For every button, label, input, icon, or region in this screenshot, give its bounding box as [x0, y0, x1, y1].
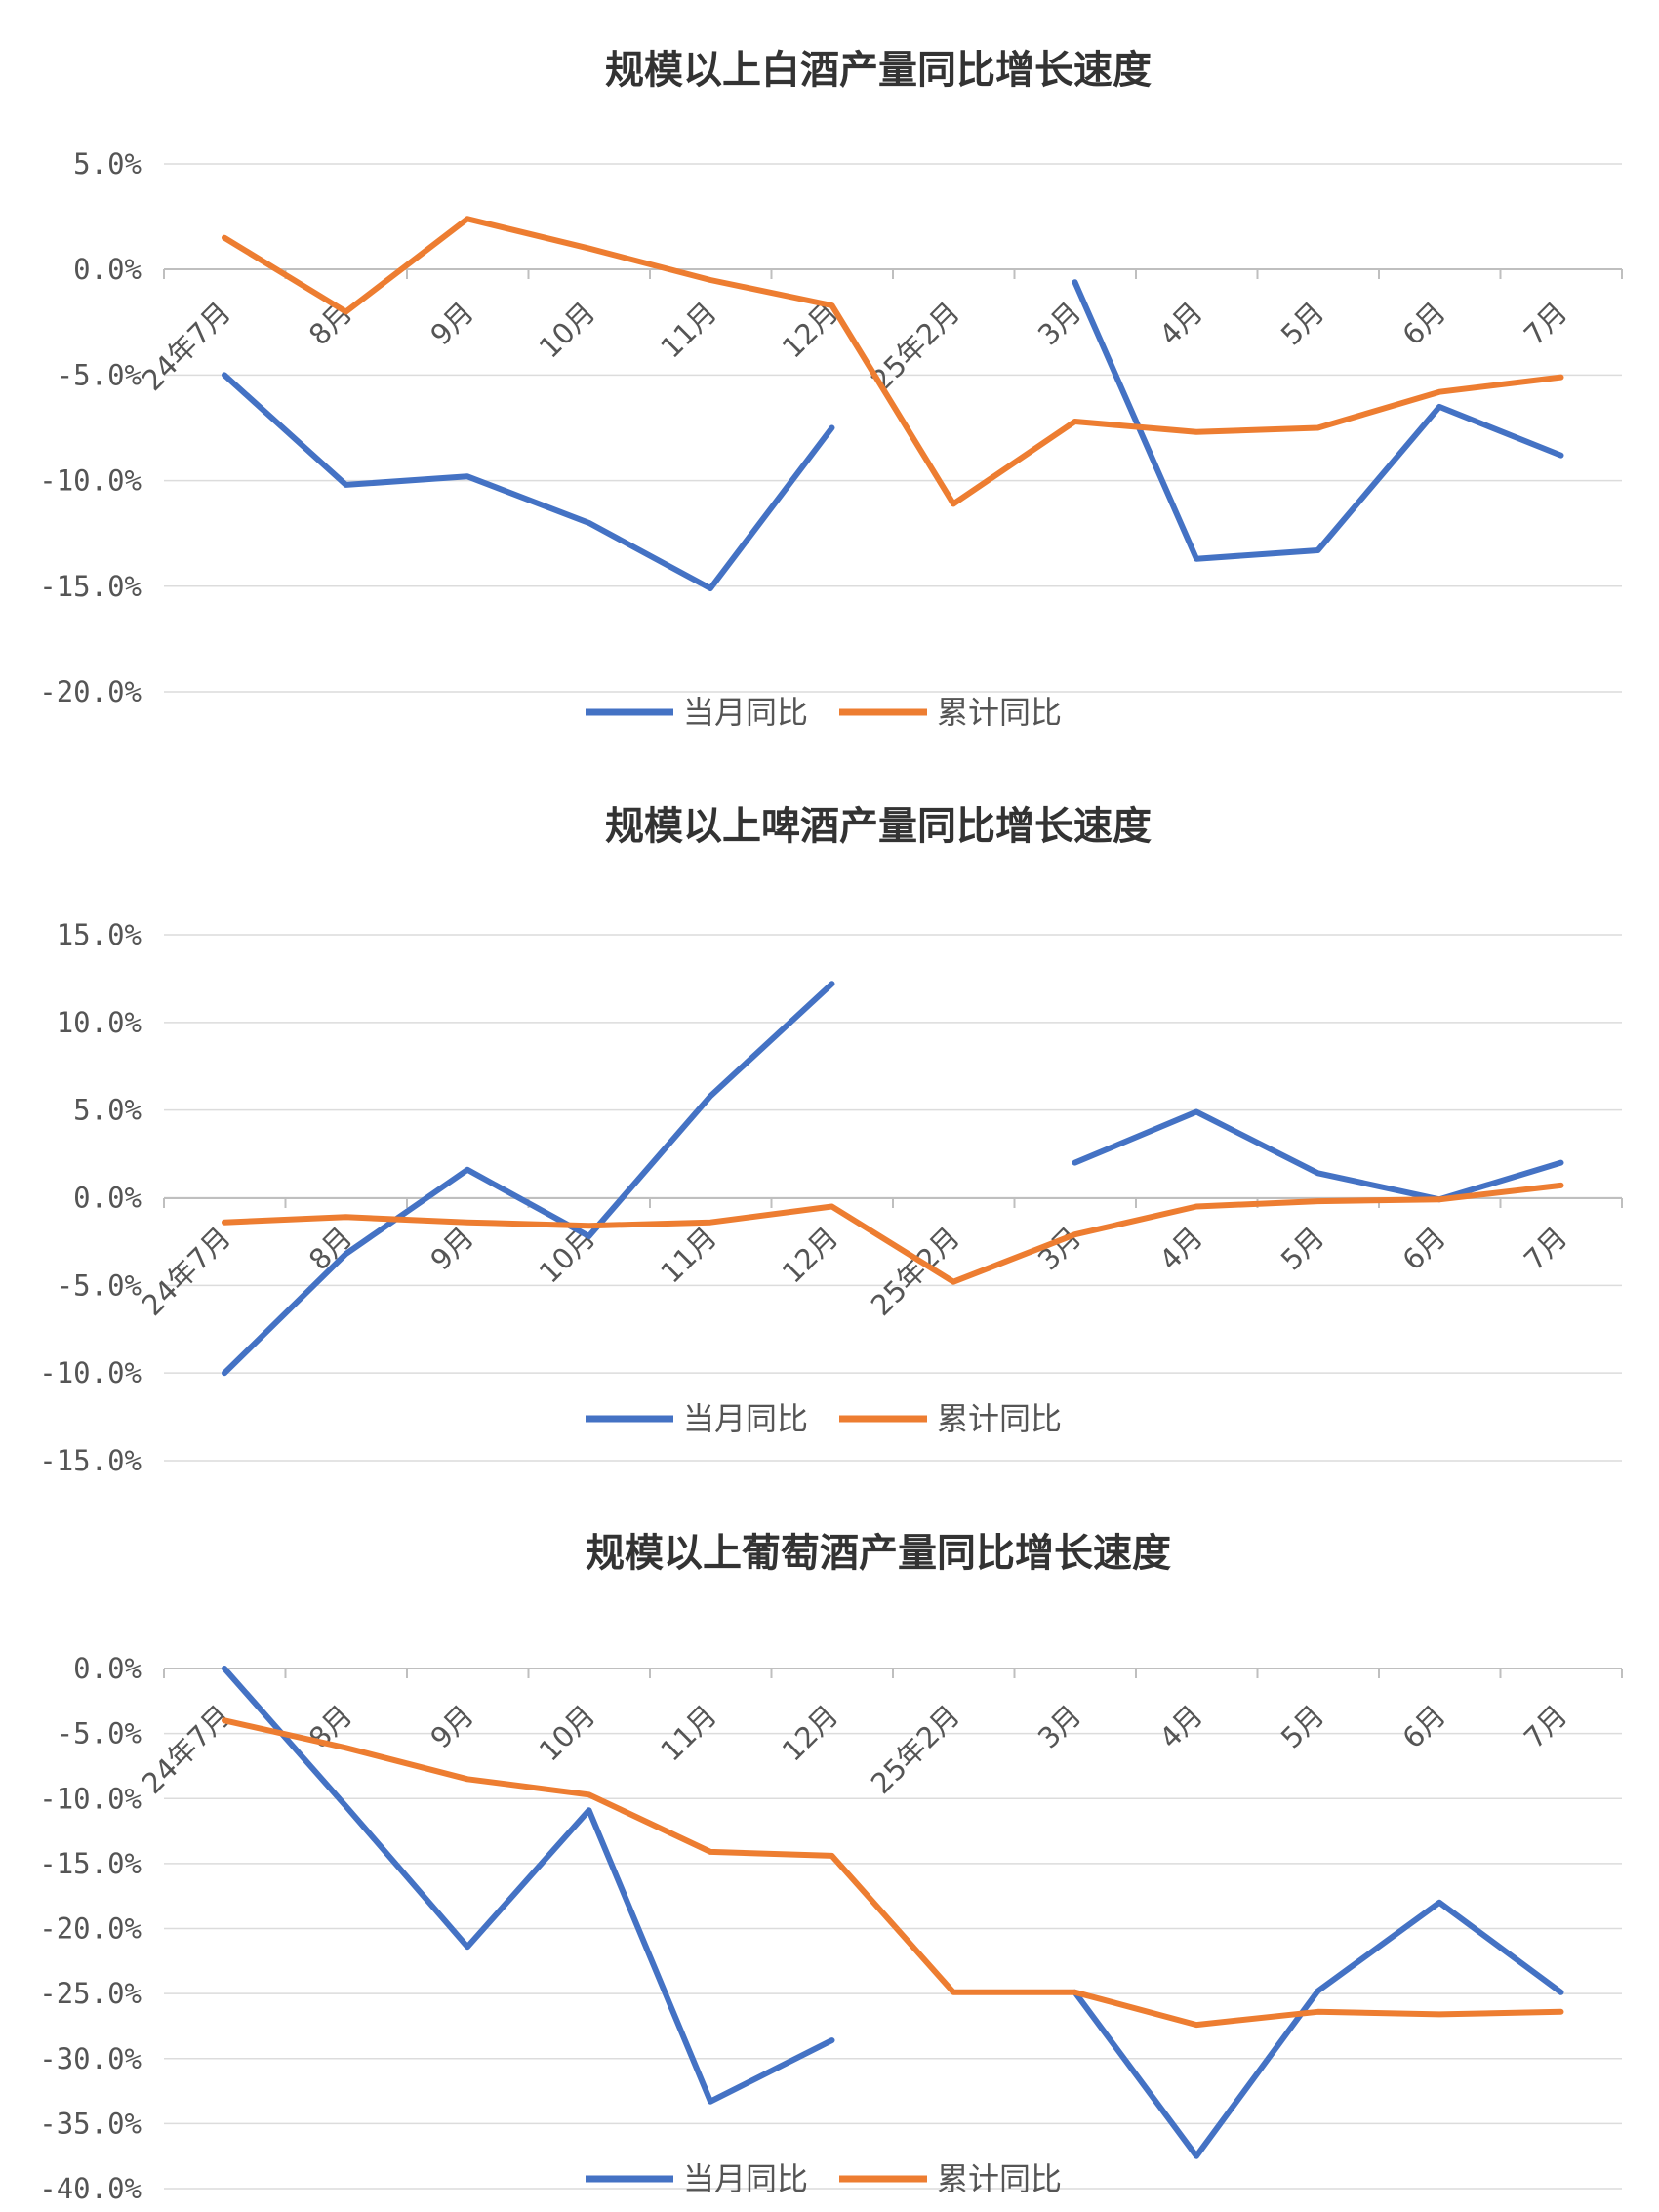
- x-tick-label: 6月: [1396, 1699, 1452, 1755]
- y-tick-label: -10.0%: [39, 1782, 142, 1815]
- series-segment: [222, 1666, 835, 2105]
- x-tick-label: 6月: [1396, 296, 1452, 352]
- chart-title: 规模以上葡萄酒产量同比增长速度: [586, 1531, 1171, 1576]
- x-tick-label: 4月: [1153, 1699, 1209, 1755]
- series-segment: [1072, 279, 1564, 562]
- series-line-2: [222, 1717, 1564, 2029]
- x-tick-label: 9月: [424, 1221, 480, 1277]
- y-tick-label: -15.0%: [39, 570, 142, 603]
- chart-1: 规模以上白酒产量同比增长速度 5.0% 0.0% -5.0% -10.0% -15.0% -…: [39, 48, 1623, 731]
- legend-label: 当月同比: [683, 1400, 808, 1437]
- y-tick-label: 0.0%: [73, 253, 142, 286]
- series-segment: [222, 1182, 1564, 1285]
- series-line-1: [222, 981, 1564, 1377]
- y-tick-label: 15.0%: [57, 918, 142, 951]
- x-tick-label: 6月: [1396, 1221, 1452, 1277]
- y-tick-label: 0.0%: [73, 1652, 142, 1685]
- y-tick-label: -10.0%: [39, 1356, 142, 1389]
- x-tick-label: 3月: [1032, 296, 1088, 352]
- legend-label: 当月同比: [683, 694, 808, 731]
- y-tick-label: -15.0%: [39, 1847, 142, 1880]
- x-tick-label: 24年7月: [136, 296, 237, 397]
- y-tick-label: 5.0%: [73, 1094, 142, 1127]
- x-tick-label: 5月: [1275, 296, 1331, 352]
- series-segment: [1072, 1899, 1564, 2159]
- y-tick-label: -5.0%: [57, 1268, 142, 1302]
- series-line-1: [222, 279, 1564, 591]
- y-tick-label: -30.0%: [39, 2042, 142, 2075]
- series-segment: [222, 216, 1564, 507]
- y-tick-label: -15.0%: [39, 1444, 142, 1477]
- x-tick-label: 7月: [1517, 1221, 1574, 1277]
- series-line-2: [222, 216, 1564, 507]
- legend-label: 累计同比: [937, 1400, 1062, 1437]
- legend-label: 累计同比: [937, 2160, 1062, 2197]
- y-tick-label: -5.0%: [57, 358, 142, 391]
- y-tick-label: 10.0%: [57, 1006, 142, 1039]
- x-tick-label: 11月: [654, 1221, 723, 1290]
- x-tick-label: 3月: [1032, 1699, 1088, 1755]
- y-tick-label: -25.0%: [39, 1977, 142, 2010]
- x-tick-label: 5月: [1275, 1221, 1331, 1277]
- y-tick-label: -5.0%: [57, 1717, 142, 1750]
- x-tick-label: 9月: [424, 1699, 480, 1755]
- legend-label: 当月同比: [683, 2160, 808, 2197]
- series-segment: [222, 1717, 1564, 2029]
- legend: 当月同比 累计同比: [586, 694, 1062, 731]
- x-tick-label: 7月: [1517, 296, 1574, 352]
- chart-title: 规模以上白酒产量同比增长速度: [605, 48, 1152, 93]
- x-tick-label: 24年7月: [136, 1699, 237, 1800]
- x-tick-label: 5月: [1275, 1699, 1331, 1755]
- x-tick-label: 24年7月: [136, 1221, 237, 1322]
- x-tick-label: 12月: [776, 1221, 845, 1290]
- series-line-1: [222, 1666, 1564, 2159]
- x-tick-label: 10月: [533, 296, 602, 365]
- series-segment: [222, 981, 835, 1377]
- series-segment: [1072, 1108, 1564, 1203]
- legend: 当月同比 累计同比: [586, 2160, 1062, 2197]
- series-segment: [222, 372, 835, 591]
- chart-title: 规模以上啤酒产量同比增长速度: [605, 804, 1152, 849]
- y-tick-label: 0.0%: [73, 1182, 142, 1215]
- y-tick-label: -20.0%: [39, 675, 142, 708]
- x-tick-label: 11月: [654, 296, 723, 365]
- y-tick-label: -35.0%: [39, 2107, 142, 2140]
- x-tick-label: 25年2月: [865, 1699, 966, 1800]
- legend: 当月同比 累计同比: [586, 1400, 1062, 1437]
- y-tick-label: -10.0%: [39, 464, 142, 498]
- y-tick-label: 5.0%: [73, 147, 142, 181]
- y-tick-label: -40.0%: [39, 2172, 142, 2205]
- legend-label: 累计同比: [937, 694, 1062, 731]
- x-tick-label: 4月: [1153, 296, 1209, 352]
- x-tick-label: 4月: [1153, 1221, 1209, 1277]
- chart-2: 规模以上啤酒产量同比增长速度 15.0% 10.0% 5.0% 0.0% -5.0% -10…: [39, 804, 1623, 1477]
- y-tick-label: -20.0%: [39, 1912, 142, 1946]
- x-tick-label: 9月: [424, 296, 480, 352]
- series-line-2: [222, 1182, 1564, 1285]
- chart-3: 规模以上葡萄酒产量同比增长速度 0.0% -5.0% -10.0% -15.0% -20.…: [39, 1531, 1623, 2205]
- x-tick-label: 7月: [1517, 1699, 1574, 1755]
